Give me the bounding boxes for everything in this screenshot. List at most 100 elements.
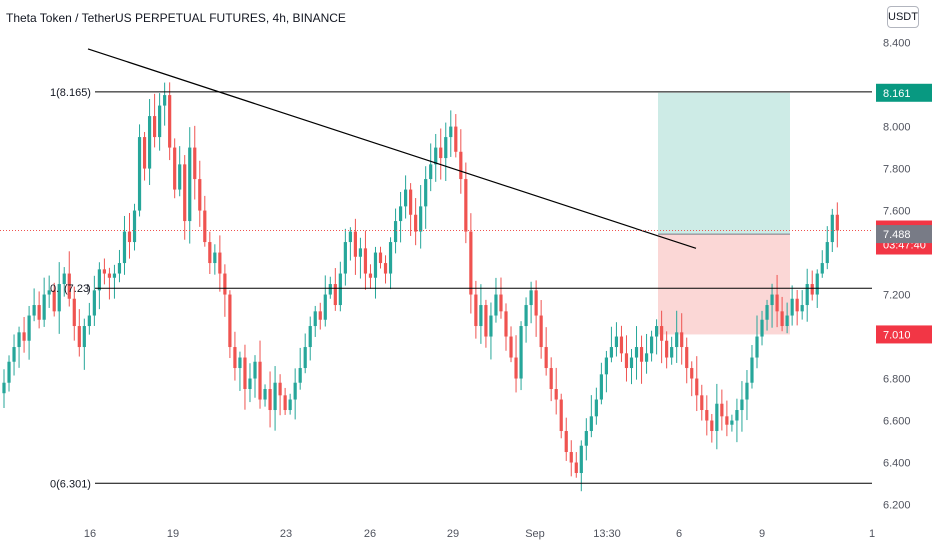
candle-body xyxy=(178,164,182,190)
candle-body xyxy=(308,326,312,348)
candle-body xyxy=(27,315,31,341)
candle-body xyxy=(489,315,493,337)
price-label-text: 7.010 xyxy=(883,329,911,341)
y-tick-label: 8.400 xyxy=(883,38,911,50)
candle-body xyxy=(539,315,543,348)
trendline[interactable] xyxy=(0,48,872,249)
x-tick-label: 9 xyxy=(759,528,765,540)
candle-body xyxy=(288,399,292,411)
candle-body xyxy=(203,210,207,243)
candle-body xyxy=(599,374,603,400)
candle-body xyxy=(82,326,86,348)
y-tick-label: 7.200 xyxy=(883,290,911,302)
candle-body xyxy=(343,242,347,274)
candle-body xyxy=(665,340,669,358)
candle-body xyxy=(398,206,403,222)
candle-body xyxy=(745,382,749,400)
candle-body xyxy=(760,319,764,337)
currency-button[interactable]: USDT xyxy=(887,6,919,28)
candle-body xyxy=(248,378,252,390)
candle-body xyxy=(735,410,739,421)
x-axis: 16 19 23 26 29 Sep 13:30 6 9 1 xyxy=(84,528,875,540)
candle-body xyxy=(564,431,568,453)
x-tick-label: 19 xyxy=(167,528,179,540)
candle-body xyxy=(253,361,257,379)
candle-body xyxy=(409,189,413,215)
candle-body xyxy=(639,347,644,362)
y-tick-label: 6.600 xyxy=(883,416,911,428)
candle-body xyxy=(373,252,378,278)
candle-body xyxy=(92,290,96,316)
candle-body xyxy=(107,273,112,278)
candle-body xyxy=(419,206,423,232)
price-label-text: 7.488 xyxy=(883,229,911,241)
candle-body xyxy=(37,305,41,320)
candle-body xyxy=(649,336,654,354)
candle-body xyxy=(825,242,829,264)
candle-body xyxy=(404,189,408,207)
candle-body xyxy=(193,147,197,180)
candle-body xyxy=(293,382,297,400)
candle-body xyxy=(444,137,448,159)
candle-body xyxy=(2,382,6,394)
candle-body xyxy=(348,231,352,243)
price-label-text: 8.161 xyxy=(883,88,911,100)
candle-body xyxy=(358,248,363,257)
candle-body xyxy=(388,242,393,274)
candle-body xyxy=(785,315,789,327)
candle-body xyxy=(574,462,578,474)
candles xyxy=(2,82,839,492)
x-tick-label: 6 xyxy=(676,528,682,540)
candle-body xyxy=(524,305,528,327)
price-label-box xyxy=(876,83,932,102)
candle-body xyxy=(77,326,81,348)
candle-body xyxy=(12,347,16,362)
candle-body xyxy=(644,353,649,362)
fib-level-label: 0. xyxy=(50,283,59,295)
candle-body xyxy=(730,420,734,425)
candle-body xyxy=(258,361,262,400)
candle-body xyxy=(7,361,11,383)
candle-body xyxy=(519,326,523,379)
candle-body xyxy=(750,357,754,383)
candle-body xyxy=(42,294,46,320)
candle-body xyxy=(102,269,106,274)
candle-body xyxy=(57,284,61,312)
candle-body xyxy=(589,416,593,432)
chart-title: Theta Token / TetherUS PERPETUAL FUTURES… xyxy=(6,11,346,25)
candle-body xyxy=(815,273,819,295)
candle-body xyxy=(278,382,282,396)
trendline-segment xyxy=(87,48,697,249)
candle-body xyxy=(153,116,157,138)
candle-body xyxy=(830,214,834,243)
candle-body xyxy=(228,294,232,348)
candle-body xyxy=(624,353,629,369)
candle-body xyxy=(188,147,192,222)
candle-body xyxy=(594,399,598,417)
candle-body xyxy=(158,105,162,138)
x-tick-label: 1 xyxy=(869,528,875,540)
candle-body xyxy=(464,179,468,232)
candle-body xyxy=(479,305,483,327)
candle-body xyxy=(163,95,167,106)
y-tick-label: 8.000 xyxy=(883,122,911,134)
candle-body xyxy=(112,273,117,278)
candle-body xyxy=(283,395,287,411)
x-tick-label: 29 xyxy=(447,528,459,540)
candle-body xyxy=(127,231,132,243)
candle-body xyxy=(363,248,368,274)
candle-body xyxy=(32,305,36,316)
candle-body xyxy=(700,395,704,411)
candle-body xyxy=(820,263,824,274)
candle-body xyxy=(675,332,679,348)
candle-body xyxy=(378,252,383,264)
candle-body xyxy=(338,273,342,306)
candle-body xyxy=(243,357,247,390)
x-tick-label: 13:30 xyxy=(593,528,621,540)
candle-body xyxy=(353,231,357,257)
candle-body xyxy=(318,311,322,320)
candle-body xyxy=(424,179,428,207)
candle-body xyxy=(655,326,659,337)
candle-body xyxy=(800,305,804,312)
